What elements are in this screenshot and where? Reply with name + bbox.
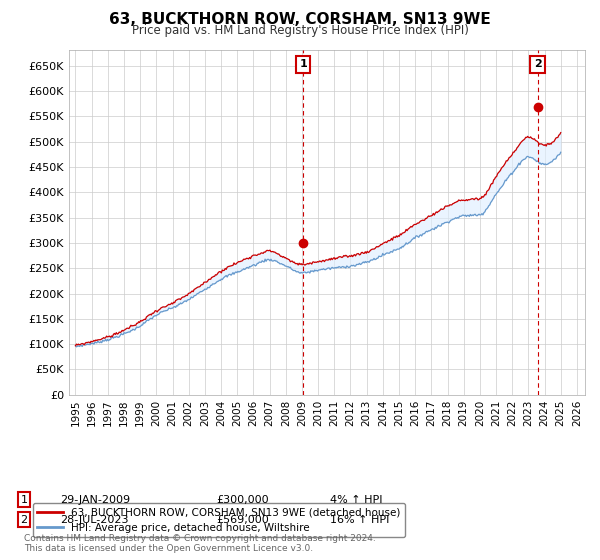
Text: 16% ↑ HPI: 16% ↑ HPI (330, 515, 389, 525)
Text: 2: 2 (534, 59, 541, 69)
Text: 63, BUCKTHORN ROW, CORSHAM, SN13 9WE: 63, BUCKTHORN ROW, CORSHAM, SN13 9WE (109, 12, 491, 27)
Text: 29-JAN-2009: 29-JAN-2009 (60, 494, 130, 505)
Text: 1: 1 (20, 494, 28, 505)
Text: £569,000: £569,000 (216, 515, 269, 525)
Text: Contains HM Land Registry data © Crown copyright and database right 2024.
This d: Contains HM Land Registry data © Crown c… (24, 534, 376, 553)
Text: 1: 1 (299, 59, 307, 69)
Text: 28-JUL-2023: 28-JUL-2023 (60, 515, 128, 525)
Text: 4% ↑ HPI: 4% ↑ HPI (330, 494, 383, 505)
Text: 2: 2 (20, 515, 28, 525)
Text: £300,000: £300,000 (216, 494, 269, 505)
Text: Price paid vs. HM Land Registry's House Price Index (HPI): Price paid vs. HM Land Registry's House … (131, 24, 469, 37)
Legend: 63, BUCKTHORN ROW, CORSHAM, SN13 9WE (detached house), HPI: Average price, detac: 63, BUCKTHORN ROW, CORSHAM, SN13 9WE (de… (33, 503, 405, 537)
